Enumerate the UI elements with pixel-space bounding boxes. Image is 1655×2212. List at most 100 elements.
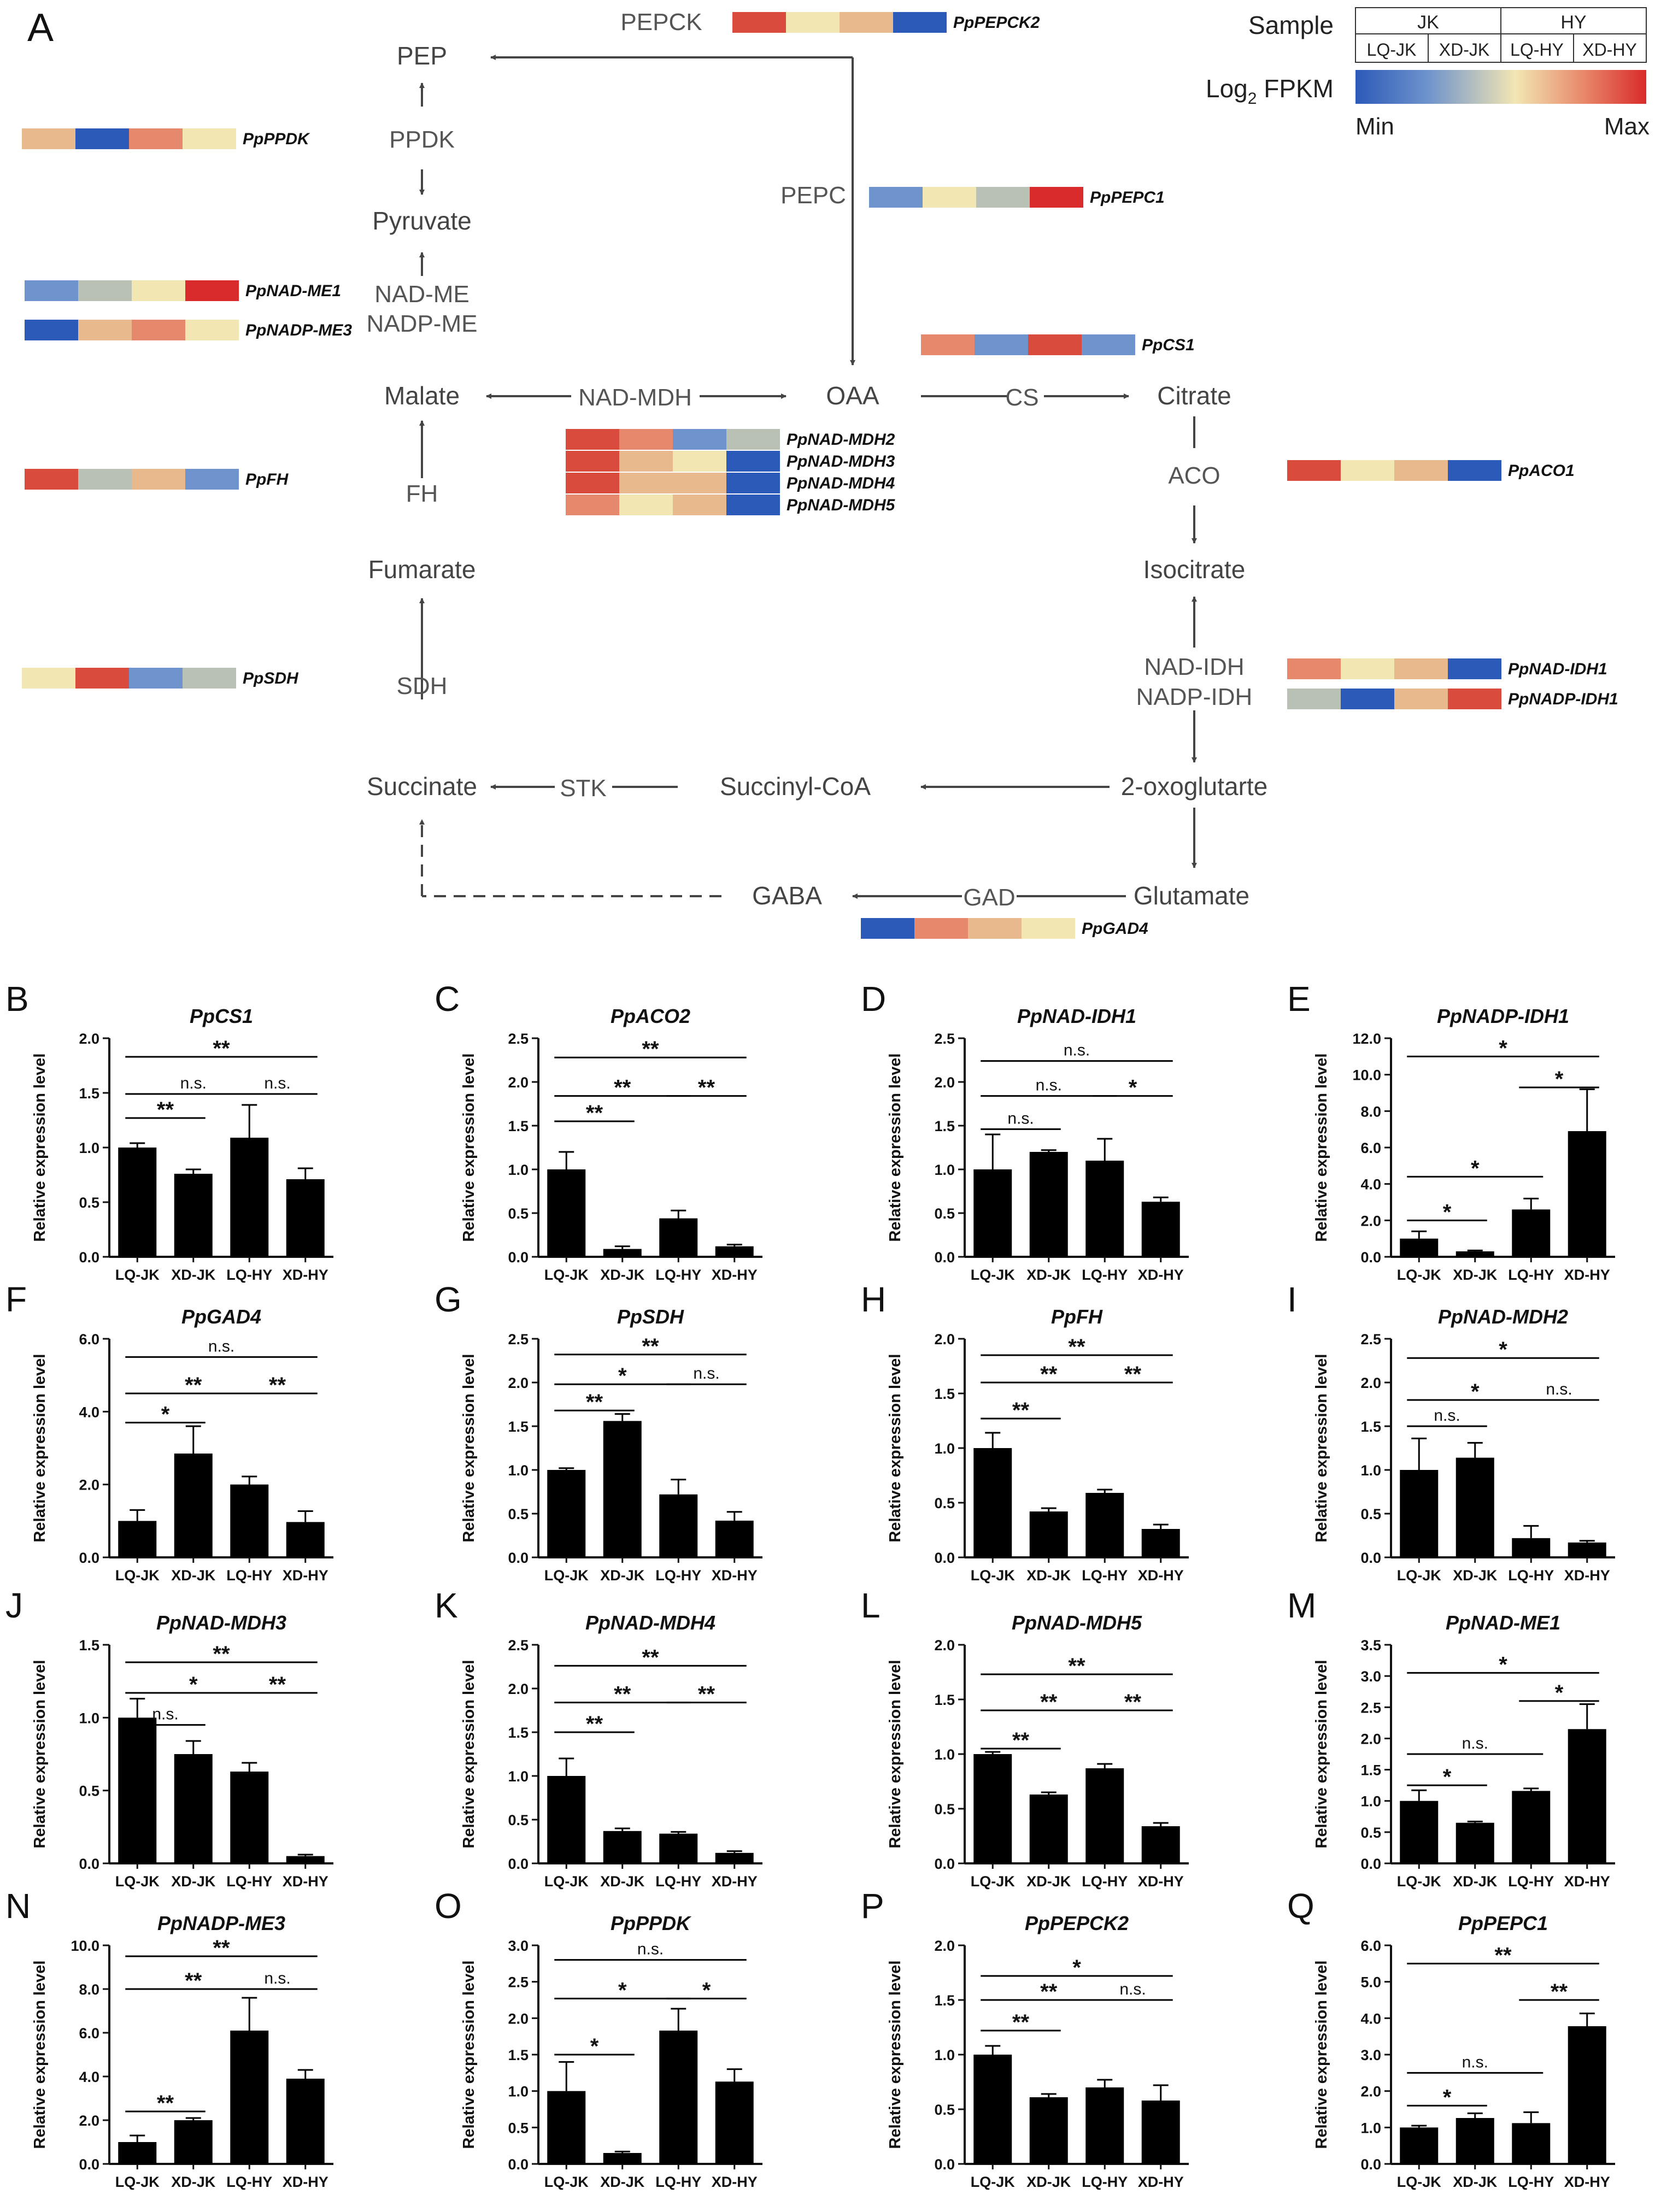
chart-k: K PpNAD-MDH4 Relative expression level 0.0 0… — [435, 1586, 762, 1890]
y-tick-label: 1.5 — [508, 1419, 529, 1435]
significance-label: ** — [642, 1645, 659, 1669]
y-tick-label: 1.0 — [79, 1140, 99, 1156]
heatmap-cell — [22, 668, 75, 689]
y-axis-label: Relative expression level — [1313, 1354, 1330, 1543]
bar — [118, 1148, 157, 1257]
bar — [1029, 1795, 1068, 1863]
y-tick-label: 1.0 — [79, 1710, 99, 1726]
heatmap-cell — [1341, 460, 1394, 481]
chart-title: PpACO2 — [611, 1005, 690, 1027]
x-tick-label: XD-JK — [1453, 1567, 1498, 1584]
bar — [1141, 1529, 1180, 1557]
bar — [973, 1169, 1012, 1257]
y-axis-label: Relative expression level — [31, 1660, 49, 1849]
heatmap-cell — [132, 280, 185, 301]
significance-label: ** — [1068, 1335, 1085, 1359]
heatmap-cell — [22, 128, 75, 149]
bar — [1456, 1822, 1494, 1863]
fpkm-label: Log2 FPKM — [1206, 74, 1334, 108]
heatmap-cell — [132, 320, 185, 340]
y-tick-label: 2.5 — [934, 1031, 955, 1047]
y-tick-label: 0.0 — [934, 1249, 955, 1266]
heatmap-cell — [566, 451, 619, 472]
heatmap-gene-label: PpNAD-MDH5 — [787, 496, 896, 514]
y-tick-label: 0.5 — [934, 1205, 955, 1222]
enzyme-cs: CS — [1005, 384, 1038, 411]
y-tick-label: 0.5 — [934, 1801, 955, 1817]
bar — [547, 1776, 586, 1863]
legend-sample-1: LQ-JK — [1367, 40, 1417, 60]
heatmap-gene-label: PpFH — [245, 470, 289, 489]
x-tick-label: LQ-HY — [655, 2174, 701, 2190]
enzyme-ppdk: PPDK — [389, 126, 455, 153]
node-oxoglutarate: 2-oxoglutarte — [1121, 772, 1268, 801]
x-tick-label: LQ-HY — [1082, 2174, 1128, 2190]
heatmap-cell — [619, 473, 673, 493]
x-tick-label: LQ-HY — [226, 1267, 272, 1283]
significance-label: n.s. — [1007, 1109, 1034, 1127]
y-tick-label: 2.5 — [1360, 1699, 1381, 1716]
node-succinate: Succinate — [367, 772, 477, 801]
x-tick-label: LQ-JK — [115, 1567, 160, 1584]
x-tick-label: XD-JK — [600, 1567, 645, 1584]
heatmap-cell — [861, 918, 914, 939]
heatmap-cell — [185, 320, 239, 340]
heatmap-ppnad-mdh3: PpNAD-MDH3 — [566, 451, 895, 472]
bar — [659, 1218, 698, 1257]
y-tick-label: 0.5 — [79, 1783, 99, 1799]
enzyme-nadp-me: NADP-ME — [367, 310, 478, 337]
heatmap-cell — [183, 668, 236, 689]
enzyme-nad-mdh: NAD-MDH — [578, 384, 692, 411]
y-tick-label: 0.5 — [508, 1205, 529, 1222]
y-axis-label: Relative expression level — [887, 1054, 904, 1242]
chart-title: PpGAD4 — [181, 1305, 261, 1328]
y-tick-label: 0.5 — [934, 2102, 955, 2118]
x-tick-label: LQ-JK — [971, 1873, 1016, 1890]
y-tick-label: 0.5 — [934, 1495, 955, 1511]
chart-title: PpPPDK — [611, 1912, 692, 1934]
heatmap-cell — [1022, 918, 1075, 939]
panel-letter: G — [435, 1280, 462, 1319]
heatmap-cell — [185, 280, 239, 301]
x-tick-label: XD-HY — [283, 1267, 328, 1283]
sample-legend: Sample JK HY LQ-JK XD-JK LQ-HY XD-HY Log… — [1206, 7, 1650, 140]
panel-letter: B — [5, 979, 29, 1019]
significance-label: ** — [642, 1334, 659, 1358]
heatmap-cell — [1448, 689, 1501, 709]
heatmap-cell — [1028, 334, 1082, 355]
chart-title: PpCS1 — [190, 1005, 253, 1027]
significance-label: ** — [586, 1101, 603, 1125]
enzyme-nad-me: NAD-ME — [374, 281, 469, 308]
chart-j: J PpNAD-MDH3 Relative expression level 0.0 0… — [5, 1586, 333, 1890]
panel-letter: C — [435, 979, 460, 1019]
y-axis-label: Relative expression level — [460, 1354, 478, 1543]
x-tick-label: LQ-HY — [655, 1873, 701, 1890]
enzymes: PEPCK PPDK PEPC NAD-ME NADP-ME NAD-MDH C… — [367, 9, 1253, 911]
heatmap-ppnadp-idh1: PpNADP-IDH1 — [1287, 689, 1618, 709]
significance-label: * — [590, 2034, 599, 2058]
chart-title: PpSDH — [617, 1305, 684, 1328]
heatmap-cell — [673, 473, 726, 493]
y-tick-label: 6.0 — [1360, 1938, 1381, 1954]
x-tick-label: LQ-JK — [971, 2174, 1016, 2190]
significance-label: ** — [586, 1712, 603, 1736]
max-label: Max — [1604, 113, 1650, 140]
panel-letter: K — [435, 1586, 458, 1625]
significance-label: ** — [157, 2091, 174, 2115]
y-tick-label: 0.0 — [508, 1249, 529, 1266]
y-tick-label: 3.0 — [1360, 1668, 1381, 1685]
y-axis-label: Relative expression level — [1313, 1054, 1330, 1242]
y-tick-label: 1.0 — [508, 1162, 529, 1178]
y-tick-label: 1.5 — [934, 1118, 955, 1134]
heatmap-gene-label: PpNAD-MDH2 — [787, 431, 895, 449]
heatmap-gene-label: PpACO1 — [1508, 462, 1575, 480]
heatmap-gene-label: PpSDH — [243, 669, 299, 687]
y-tick-label: 2.5 — [508, 1974, 529, 1991]
significance-label: ** — [1040, 1980, 1058, 2004]
heatmap-cell — [975, 334, 1028, 355]
significance-label: ** — [1494, 1943, 1512, 1967]
significance-label: ** — [1124, 1362, 1142, 1386]
y-axis-label: Relative expression level — [887, 1660, 904, 1849]
y-tick-label: 3.0 — [1360, 2047, 1381, 2063]
x-tick-label: LQ-JK — [544, 1267, 589, 1283]
